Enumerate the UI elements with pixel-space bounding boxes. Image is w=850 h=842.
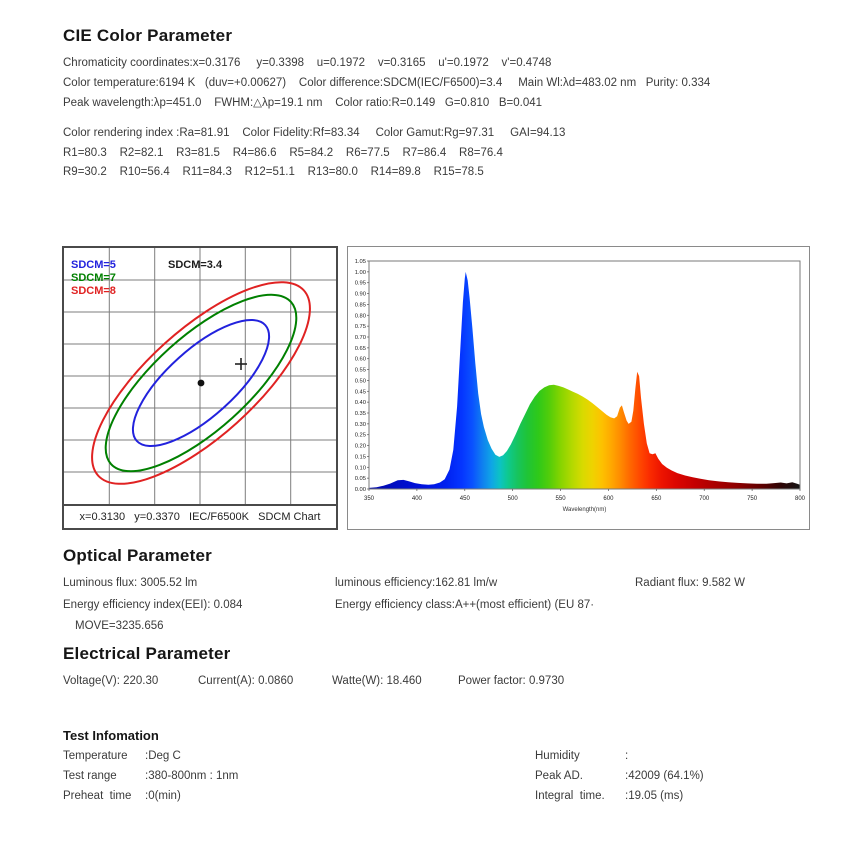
svg-text:0.35: 0.35	[355, 411, 366, 417]
svg-text:0.85: 0.85	[355, 302, 366, 308]
svg-text:550: 550	[556, 496, 567, 502]
svg-text:750: 750	[747, 496, 758, 502]
sdcm-legend-7: SDCM=7	[71, 272, 116, 284]
peak-ad-value: :42009 (64.1%)	[625, 770, 704, 782]
svg-text:0.70: 0.70	[355, 335, 366, 341]
current-value: Current(A): 0.0860	[198, 675, 294, 687]
spectrum-chart: 1.05 1.00 0.95 0.90 0.85 0.80 0.75 0.70 0.65 0.60…	[347, 246, 810, 530]
peak-ad-label: Peak AD.	[535, 770, 583, 782]
sdcm-chart-footer: x=0.3130 y=0.3370 IEC/F6500K SDCM Chart	[64, 504, 336, 528]
svg-text:0.05: 0.05	[355, 476, 366, 482]
cie-chromaticity-line: Chromaticity coordinates:x=0.3176 y=0.33…	[63, 57, 552, 69]
voltage-value: Voltage(V): 220.30	[63, 675, 159, 687]
cie-peak-wavelength-line: Peak wavelength:λp=451.0 FWHM:△λp=19.1 n…	[63, 97, 543, 109]
svg-text:Wavelength(nm): Wavelength(nm)	[563, 507, 607, 513]
svg-text:800: 800	[795, 496, 806, 502]
integral-time-value: :19.05 (ms)	[625, 790, 684, 802]
cie-r9-r15-line: R9=30.2 R10=56.4 R11=84.3 R12=51.1 R13=8…	[63, 166, 484, 178]
svg-text:0.45: 0.45	[355, 389, 366, 395]
svg-text:0.55: 0.55	[355, 368, 366, 374]
test-info-section-title: Test Infomation	[63, 728, 159, 743]
test-range-value: :380-800nm : 1nm	[145, 770, 239, 782]
humidity-value: :	[625, 750, 629, 762]
move-value: MOVE=3235.656	[75, 620, 164, 632]
svg-text:0.75: 0.75	[355, 324, 366, 330]
svg-text:0.00: 0.00	[355, 487, 366, 493]
luminous-efficiency-value: luminous efficiency:162.81 lm/w	[335, 577, 498, 589]
test-range-label: Test range	[63, 770, 117, 782]
svg-text:0.95: 0.95	[355, 281, 366, 287]
humidity-label: Humidity	[535, 750, 580, 762]
wattage-value: Watte(W): 18.460	[332, 675, 422, 687]
cie-section-title: CIE Color Parameter	[63, 26, 233, 45]
svg-text:0.25: 0.25	[355, 433, 366, 439]
svg-text:0.40: 0.40	[355, 400, 366, 406]
optical-section-title: Optical Parameter	[63, 546, 212, 565]
cie-r1-r8-line: R1=80.3 R2=82.1 R3=81.5 R4=86.6 R5=84.2 …	[63, 147, 503, 159]
cie-color-temperature-line: Color temperature:6194 K (duv=+0.00627) …	[63, 77, 711, 89]
spectrum-chart-canvas: 1.05 1.00 0.95 0.90 0.85 0.80 0.75 0.70 0.65 0.60…	[355, 259, 806, 513]
svg-text:0.50: 0.50	[355, 378, 366, 384]
svg-text:0.15: 0.15	[355, 454, 366, 460]
energy-efficiency-class-value: Energy efficiency class:A++(most efficie…	[335, 599, 595, 611]
preheat-time-value: :0(min)	[145, 790, 181, 802]
preheat-time-label: Preheat time	[63, 790, 132, 802]
sdcm-legend-5: SDCM=5	[71, 259, 116, 271]
svg-text:0.10: 0.10	[355, 465, 366, 471]
svg-text:0.60: 0.60	[355, 357, 366, 363]
luminous-flux-value: Luminous flux: 3005.52 lm	[63, 577, 198, 589]
svg-text:350: 350	[364, 496, 375, 502]
svg-text:650: 650	[651, 496, 662, 502]
sdcm-chart: SDCM=5 SDCM=7 SDCM=8 SDCM=3.4 x=0.3130 y…	[62, 246, 338, 530]
svg-text:0.90: 0.90	[355, 292, 366, 298]
svg-text:1.05: 1.05	[355, 259, 366, 265]
sdcm-value-annotation: SDCM=3.4	[168, 259, 223, 271]
svg-text:0.80: 0.80	[355, 313, 366, 319]
integral-time-label: Integral time.	[535, 790, 605, 802]
svg-text:0.30: 0.30	[355, 422, 366, 428]
power-factor-value: Power factor: 0.9730	[458, 675, 565, 687]
sdcm-legend-8: SDCM=8	[71, 285, 116, 297]
svg-text:500: 500	[508, 496, 519, 502]
temperature-label: Temperature	[63, 750, 128, 762]
svg-text:700: 700	[699, 496, 710, 502]
svg-text:0.65: 0.65	[355, 346, 366, 352]
svg-text:1.00: 1.00	[355, 270, 366, 276]
electrical-section-title: Electrical Parameter	[63, 644, 231, 663]
svg-text:450: 450	[460, 496, 471, 502]
svg-text:600: 600	[603, 496, 614, 502]
radiant-flux-value: Radiant flux: 9.582 W	[635, 577, 745, 589]
sdcm-chart-canvas	[64, 248, 336, 504]
temperature-value: :Deg C	[145, 750, 181, 762]
energy-efficiency-index-value: Energy efficiency index(EEI): 0.084	[63, 599, 243, 611]
svg-text:400: 400	[412, 496, 423, 502]
cie-cri-line: Color rendering index :Ra=81.91 Color Fi…	[63, 127, 566, 139]
svg-text:0.20: 0.20	[355, 444, 366, 450]
